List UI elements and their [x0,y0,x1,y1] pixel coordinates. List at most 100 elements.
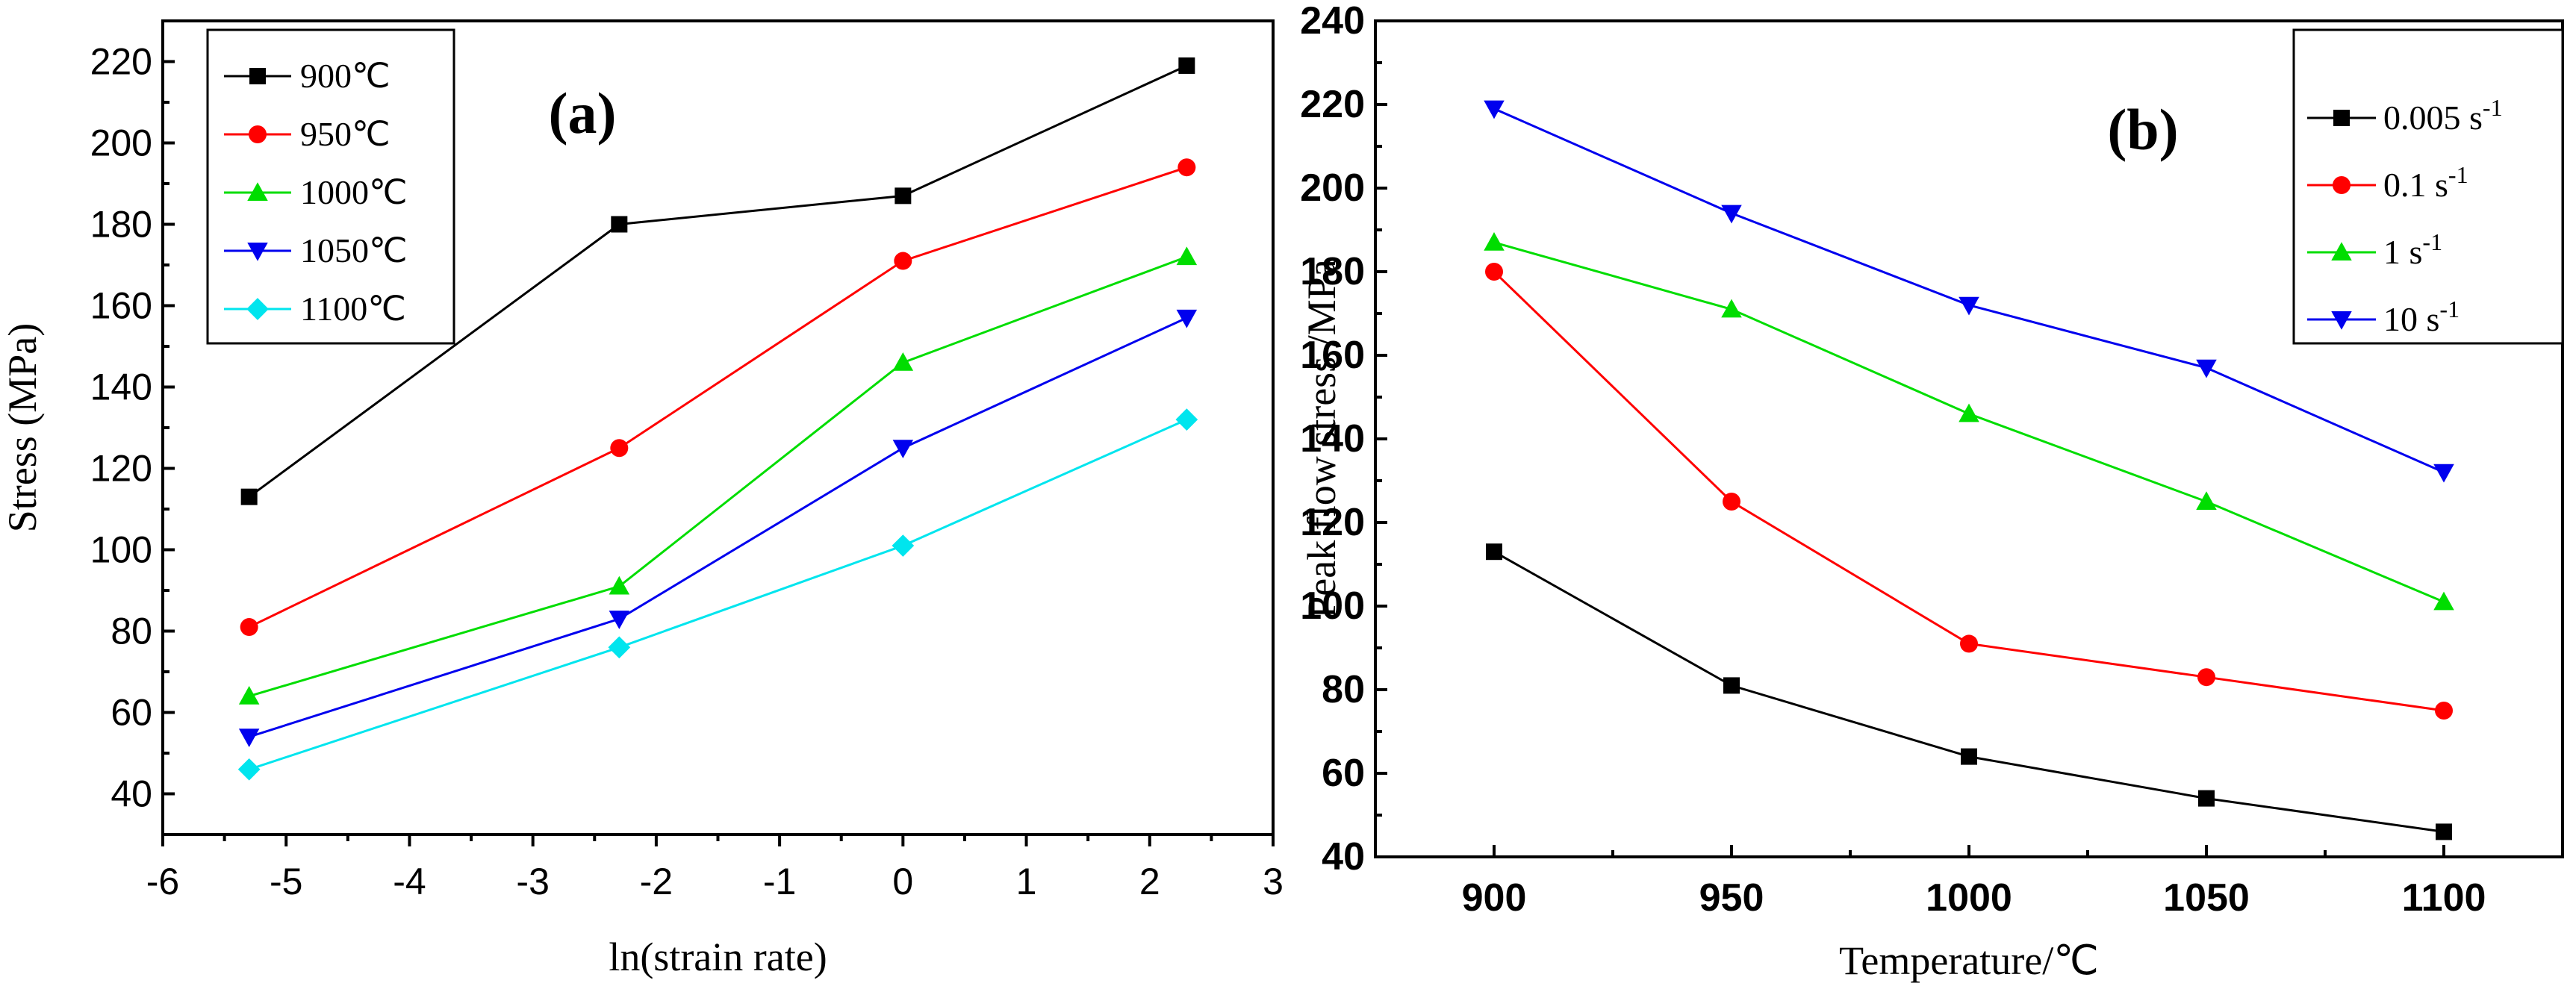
legend-superscript: -1 [2422,228,2442,255]
series-line [249,166,1187,628]
x-tick-label: 2 [1139,861,1160,902]
legend-marker [247,182,268,201]
x-tick-label: 1000 [1926,876,2012,920]
legend-marker [2333,110,2350,126]
series-2 [238,246,1198,705]
chart-panel-b: 40 60 80 100 120 140 160 180 200 220 240 900 950 1000… [1299,0,2564,983]
data-point [1723,677,1740,694]
data-point [2196,359,2217,378]
legend-entry: 1000℃ [300,173,408,211]
data-point [892,534,915,557]
y-tick-label: 100 [1300,584,1365,628]
series-3 [238,309,1198,747]
x-tick-label: -3 [516,861,549,902]
data-point [609,575,630,595]
legend-marker [246,298,269,320]
series-0 [240,57,1195,505]
data-point [1960,634,1978,653]
y-axis-title: Peak flow stress /MPa [1299,259,1344,618]
x-tick-label: 0 [892,861,913,902]
legend-entry: 1100℃ [300,290,406,328]
y-tick-label: 180 [1300,250,1365,293]
legend-marker [249,125,267,143]
series-line [249,316,1187,738]
legend-entry: 950℃ [300,115,391,153]
series-line [249,418,1187,771]
legend-entry: 900℃ [300,57,391,95]
y-tick-label: 180 [90,204,152,246]
data-point [1485,263,1503,281]
legend-entry: 1050℃ [300,231,408,269]
x-tick-label: -4 [393,861,426,902]
y-tick-label: 220 [1300,83,1365,126]
y-tick-label: 140 [1300,417,1365,461]
data-point [1721,299,1742,318]
data-point [894,252,912,270]
data-point [1959,403,1979,422]
y-axis-title: Stress (MPa) [0,323,45,533]
y-tick-label: 120 [1300,501,1365,544]
data-point [1961,748,1977,765]
data-point [1176,246,1198,266]
data-point [1486,543,1502,561]
x-tick-label: -6 [146,861,179,902]
data-point [240,618,258,637]
data-point [608,636,631,659]
series-1 [240,158,1196,637]
series-1 [1485,263,2453,720]
data-point [892,440,914,458]
data-point [1484,232,1505,251]
legend-marker [247,243,268,261]
data-point [2436,823,2452,840]
y-tick-label: 220 [90,41,152,83]
y-tick-label: 160 [1300,334,1365,377]
series-line [249,255,1187,698]
series-4 [237,408,1198,781]
legend-marker [2331,242,2352,260]
data-point [1959,296,1979,316]
panel-label: (a) [549,81,617,146]
series-line [248,64,1187,498]
series-3 [1484,100,2454,483]
legend-superscript: -1 [2448,161,2468,188]
data-point [2197,668,2215,687]
y-tick-label: 140 [90,366,152,408]
data-point [1176,309,1198,328]
y-tick-label: 80 [1322,668,1365,711]
y-tick-label: 80 [111,611,152,652]
data-point [1484,100,1505,119]
data-point [1177,158,1196,177]
data-point [892,352,914,371]
x-tick-label: 900 [1462,876,1527,920]
legend-entry: 0.005 s-1 [2383,94,2503,137]
data-point [1175,408,1198,431]
data-point [609,611,630,629]
data-point [2435,702,2453,720]
data-point [2196,491,2217,510]
x-tick-label: -1 [763,861,796,902]
x-axis-title: Temperature/℃ [1839,938,2099,983]
y-tick-label: 60 [1322,752,1365,795]
data-point [240,488,258,505]
x-tick-label: -2 [640,861,673,902]
y-tick-label: 240 [1300,0,1365,43]
legend-box [206,28,455,345]
y-tick-label: 200 [1300,166,1365,210]
x-tick-label: -5 [270,861,302,902]
chart-panel-a: 40 60 80 100 120 140 160 180 200 220 -6 -5 -4 -3 -2 -1 0… [0,19,1284,979]
legend-superscript: -1 [2483,94,2503,121]
panel-label: (b) [2107,97,2178,162]
data-point [238,729,260,747]
x-tick-label: 950 [1699,876,1764,920]
legend-superscript: -1 [2439,296,2460,322]
y-tick-label: 160 [90,285,152,327]
legend-marker [2333,176,2351,194]
y-tick-label: 200 [90,122,152,164]
series-line [1493,550,2445,833]
series-2 [1484,232,2454,611]
data-point [1723,493,1740,511]
data-point [895,187,912,205]
legend: 0.005 s-10.1 s-11 s-110 s-1 [2292,28,2564,345]
y-tick-label: 40 [1322,835,1365,879]
